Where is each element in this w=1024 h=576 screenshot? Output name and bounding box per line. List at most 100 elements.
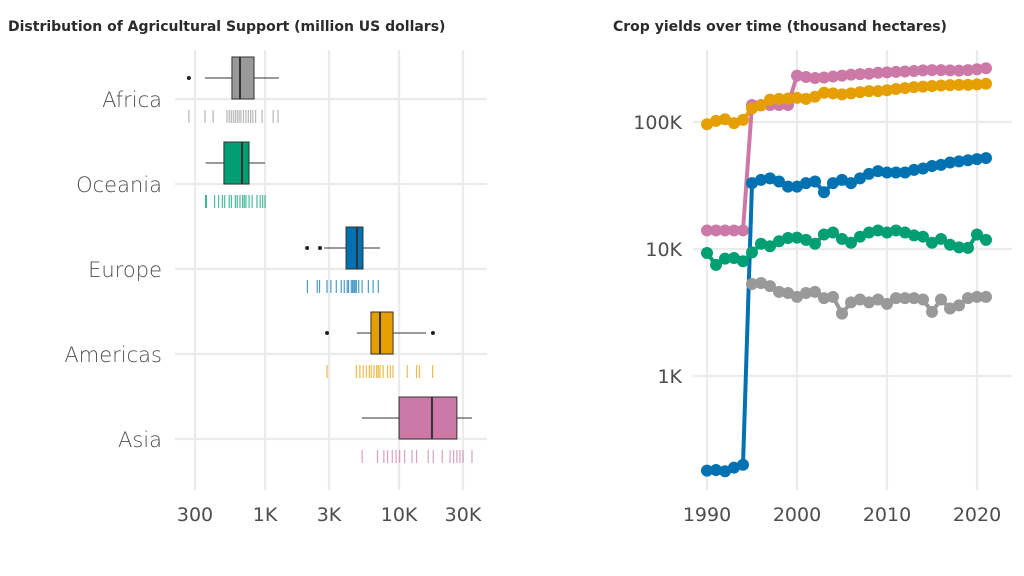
data-point (908, 163, 920, 176)
data-point (845, 87, 857, 100)
boxplot-europe (305, 226, 381, 293)
data-point (899, 65, 911, 78)
data-point (800, 92, 812, 105)
data-point (728, 224, 740, 237)
data-point (854, 68, 866, 81)
data-point (971, 63, 983, 76)
data-point (953, 78, 965, 91)
data-point (809, 237, 821, 250)
data-point (800, 177, 812, 190)
data-point (764, 240, 776, 253)
data-point (791, 180, 803, 193)
data-point (953, 241, 965, 254)
line-chart-panel: 1990 2000 2010 2020 1K 10K 100K (633, 50, 1012, 526)
data-point (935, 64, 947, 77)
left-chart-title: Distribution of Agricultural Support (mi… (8, 19, 445, 35)
data-point (962, 64, 974, 77)
data-point (980, 62, 992, 75)
data-point (935, 293, 947, 306)
data-point (899, 292, 911, 305)
data-point (890, 224, 902, 237)
data-point (764, 93, 776, 106)
box-iqr (370, 311, 394, 355)
y-tick-label: 1K (657, 366, 682, 388)
data-point (872, 66, 884, 79)
data-point (827, 70, 839, 83)
data-point (926, 160, 938, 173)
data-point (863, 85, 875, 98)
data-point (836, 307, 848, 320)
data-point (917, 64, 929, 77)
data-point (728, 461, 740, 474)
data-point (773, 175, 785, 188)
data-point (854, 172, 866, 185)
outlier-point (317, 246, 322, 250)
data-point (836, 232, 848, 245)
outlier-point (430, 331, 435, 335)
x-tick-label: 3K (317, 504, 342, 526)
data-point (809, 285, 821, 298)
data-point (953, 155, 965, 168)
y-category-label: Oceania (76, 173, 162, 197)
data-point (809, 90, 821, 103)
data-point (800, 233, 812, 246)
data-point (962, 292, 974, 305)
data-point (773, 235, 785, 248)
data-point (917, 230, 929, 243)
data-point (935, 232, 947, 245)
data-point (872, 85, 884, 98)
data-point (764, 280, 776, 293)
data-point (917, 162, 929, 175)
data-point (908, 81, 920, 94)
data-point (710, 114, 722, 127)
data-point (710, 224, 722, 237)
x-tick-label: 30K (445, 504, 482, 526)
data-point (890, 82, 902, 95)
series-3 (701, 224, 992, 271)
data-point (836, 88, 848, 101)
data-point (737, 458, 749, 471)
data-point (980, 233, 992, 246)
data-point (980, 77, 992, 90)
data-point (773, 92, 785, 105)
data-point (818, 71, 830, 84)
data-point (899, 166, 911, 179)
data-point (971, 153, 983, 166)
data-point (764, 172, 776, 185)
y-category-label: Asia (118, 428, 162, 452)
data-point (719, 224, 731, 237)
data-point (863, 296, 875, 309)
data-point (872, 165, 884, 178)
boxplot-oceania (205, 141, 266, 208)
data-point (845, 177, 857, 190)
data-point (890, 292, 902, 305)
data-point (782, 92, 794, 105)
data-point (881, 226, 893, 239)
x-tick-label: 2000 (773, 504, 821, 526)
data-point (881, 166, 893, 179)
data-point (872, 293, 884, 306)
data-point (791, 231, 803, 244)
series-1 (701, 77, 992, 131)
outlier-point (186, 76, 191, 80)
data-point (719, 252, 731, 265)
series-4 (746, 276, 992, 320)
data-point (854, 86, 866, 99)
data-point (980, 290, 992, 303)
data-point (836, 69, 848, 82)
data-point (782, 232, 794, 245)
data-point (818, 228, 830, 241)
data-point (701, 224, 713, 237)
data-point (899, 226, 911, 239)
data-point (926, 80, 938, 93)
data-point (791, 290, 803, 303)
data-point (755, 99, 767, 112)
data-point (701, 247, 713, 260)
data-point (917, 80, 929, 93)
y-tick-label: 10K (645, 239, 682, 261)
data-point (863, 226, 875, 239)
data-point (809, 175, 821, 188)
data-point (854, 293, 866, 306)
y-category-label: Africa (102, 88, 162, 112)
data-point (935, 158, 947, 171)
